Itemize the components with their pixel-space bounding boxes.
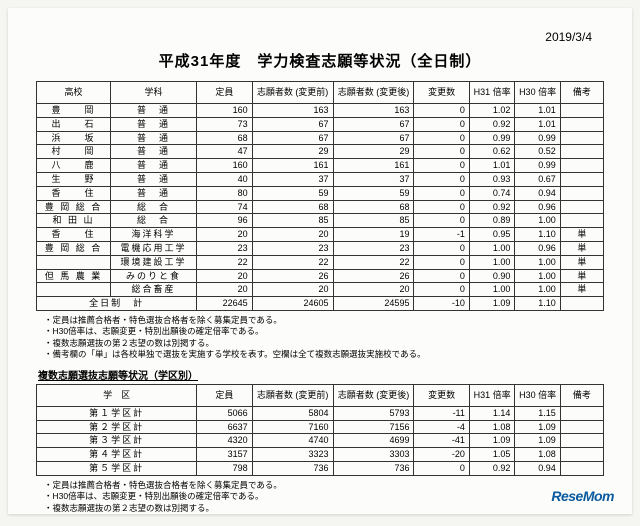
table-row: 出 石普 通 736767 00.921.01 [37, 117, 604, 131]
th-note: 備考 [560, 82, 603, 104]
table-row: 豊 岡普 通 160163163 01.021.01 [37, 104, 604, 118]
sub-title: 複数志願選抜志願等状況（学区別） [38, 367, 604, 382]
document-page: 2019/3/4 平成31年度 学力検査志願等状況（全日制） 高校 学科 定員 … [8, 8, 632, 514]
th-cap: 定員 [197, 82, 252, 104]
sub-notes: ・定員は推薦合格者・特色選抜合格者を除く募集定員である。・H30倍率は、志願変更… [44, 480, 604, 514]
table-row: 但 馬 農 業みのりと食 202626 00.901.00単 [37, 269, 604, 283]
main-notes: ・定員は推薦合格者・特色選抜合格者を除く募集定員である。・H30倍率は、志願変更… [44, 315, 604, 361]
table-row: 和 田 山総 合 968585 00.891.00 [37, 214, 604, 228]
th-h312: H31 倍率 [469, 384, 514, 406]
site-logo: ReseMom [551, 488, 614, 504]
table-row: 第５学区計798736 73600.920.94 [37, 462, 604, 476]
table-row: 第１学区計50665804 5793-111.141.15 [37, 406, 604, 420]
th-before2: 志願者数 (変更前) [252, 384, 333, 406]
table-row: 第２学区計66377160 7156-41.081.09 [37, 420, 604, 434]
th-hs: 高校 [37, 82, 111, 104]
th-h302: H30 倍率 [515, 384, 560, 406]
table-row: 生 野普 通 403737 00.930.67 [37, 172, 604, 186]
th-change: 変更数 [414, 82, 469, 104]
th-before: 志願者数 (変更前) [252, 82, 333, 104]
table-row: 豊 岡 総 合電機応用工学 232323 01.000.96単 [37, 241, 604, 255]
th-h30: H30 倍率 [515, 82, 560, 104]
table-row: 豊 岡 総 合総 合 746868 00.920.96 [37, 200, 604, 214]
total-row: 全日制 計2264524605 24595-101.091.10 [37, 297, 604, 311]
th-h31: H31 倍率 [469, 82, 514, 104]
table-row: 第３学区計43204740 4699-411.091.09 [37, 434, 604, 448]
main-table: 高校 学科 定員 志願者数 (変更前) 志願者数 (変更後) 変更数 H31 倍… [36, 81, 604, 311]
th-dept: 学科 [110, 82, 196, 104]
sub-table: 学 区 定員 志願者数 (変更前) 志願者数 (変更後) 変更数 H31 倍率 … [36, 384, 604, 476]
table-row: 村 岡普 通 472929 00.620.52 [37, 145, 604, 159]
table-row: 環境建設工学 222222 01.001.00単 [37, 255, 604, 269]
table-row: 総合畜産 202020 01.001.00単 [37, 283, 604, 297]
th-after: 志願者数 (変更後) [333, 82, 414, 104]
th-note2: 備考 [560, 384, 603, 406]
th-after2: 志願者数 (変更後) [333, 384, 414, 406]
table-row: 浜 坂普 通 686767 00.990.99 [37, 131, 604, 145]
table-row: 第４学区計31573323 3303-201.051.08 [37, 448, 604, 462]
th-cap2: 定員 [197, 384, 252, 406]
document-date: 2019/3/4 [545, 30, 592, 44]
document-title: 平成31年度 学力検査志願等状況（全日制） [36, 50, 604, 71]
table-row: 香 住普 通 805959 00.740.94 [37, 186, 604, 200]
table-row: 香 住海洋科学 202019 -10.951.10単 [37, 228, 604, 242]
th-dist: 学 区 [37, 384, 197, 406]
table-row: 八 鹿普 通 160161161 01.010.99 [37, 159, 604, 173]
th-change2: 変更数 [414, 384, 469, 406]
